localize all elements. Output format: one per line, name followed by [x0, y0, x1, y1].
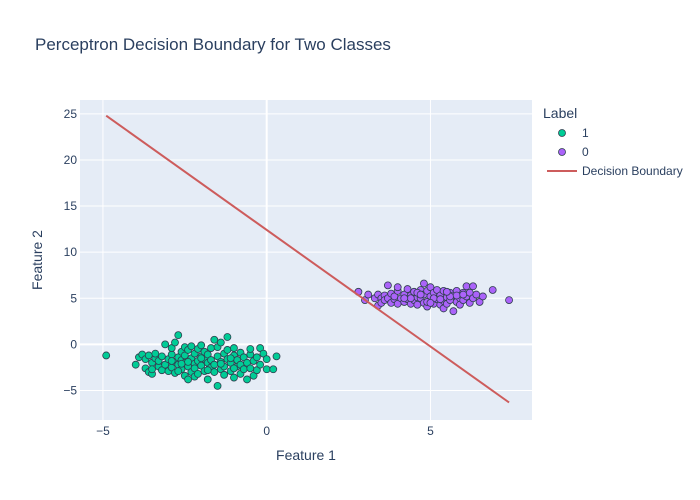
data-point[interactable]	[102, 351, 111, 360]
legend-item-decision-boundary[interactable]: Decision Boundary	[547, 164, 683, 178]
data-point[interactable]	[177, 359, 186, 368]
legend-swatch	[558, 148, 566, 156]
x-axis-ticks: −5 0 5	[96, 424, 434, 438]
data-point[interactable]	[203, 375, 212, 384]
data-point[interactable]	[148, 365, 156, 374]
data-point[interactable]	[469, 282, 477, 291]
data-point[interactable]	[213, 381, 222, 390]
data-point[interactable]	[184, 375, 192, 384]
y-tick-label: 0	[70, 337, 77, 351]
data-point[interactable]	[462, 282, 471, 291]
data-point[interactable]	[167, 357, 176, 365]
data-point[interactable]	[167, 350, 176, 359]
data-point[interactable]	[161, 340, 170, 349]
data-point[interactable]	[239, 365, 248, 374]
series-0	[354, 279, 513, 316]
data-point[interactable]	[203, 366, 212, 375]
y-axis-ticks: −5 0 5 10 15 20 25	[63, 107, 77, 398]
data-point[interactable]	[420, 279, 428, 288]
data-point[interactable]	[505, 296, 513, 305]
data-point[interactable]	[364, 290, 373, 299]
data-point[interactable]	[187, 342, 196, 351]
data-point[interactable]	[223, 333, 232, 341]
data-point[interactable]	[262, 355, 271, 364]
y-tick-label: 5	[70, 291, 77, 305]
data-point[interactable]	[171, 338, 179, 347]
plot-area[interactable]	[80, 100, 532, 420]
legend-title: Label	[543, 105, 577, 121]
y-axis-title: Feature 2	[29, 230, 45, 290]
series-1	[102, 331, 281, 390]
legend-item-0[interactable]: 0	[558, 145, 590, 159]
data-point[interactable]	[383, 281, 392, 290]
data-point[interactable]	[272, 352, 281, 361]
data-point[interactable]	[393, 283, 402, 292]
data-point[interactable]	[220, 370, 229, 379]
data-point[interactable]	[269, 365, 278, 374]
x-axis-title: Feature 1	[276, 447, 336, 463]
legend-label: Decision Boundary	[582, 164, 683, 178]
legend-label: 0	[582, 145, 589, 159]
data-point[interactable]	[131, 360, 140, 369]
data-point[interactable]	[400, 294, 409, 303]
data-point[interactable]	[174, 331, 183, 340]
data-point[interactable]	[197, 354, 206, 363]
data-point[interactable]	[459, 290, 468, 299]
data-point[interactable]	[210, 368, 219, 376]
decision-boundary-line	[105, 114, 510, 404]
data-point[interactable]	[210, 360, 219, 369]
data-point[interactable]	[262, 365, 271, 374]
data-point[interactable]	[452, 291, 461, 300]
series-decision-boundary	[105, 114, 510, 404]
data-point[interactable]	[194, 369, 202, 378]
y-tick-label: 25	[64, 107, 78, 121]
data-point[interactable]	[157, 352, 166, 361]
chart-title: Perceptron Decision Boundary for Two Cla…	[35, 35, 391, 54]
legend-item-1[interactable]: 1	[558, 126, 590, 140]
data-point[interactable]	[151, 349, 160, 358]
y-tick-label: 15	[64, 199, 78, 213]
data-point[interactable]	[406, 294, 415, 303]
data-point[interactable]	[243, 375, 251, 384]
data-point[interactable]	[252, 353, 261, 362]
legend-items: 1 0 Decision Boundary	[547, 126, 683, 178]
legend-swatch	[558, 129, 566, 137]
data-point[interactable]	[413, 300, 422, 309]
data-point[interactable]	[246, 345, 255, 353]
data-point[interactable]	[416, 290, 425, 299]
data-point[interactable]	[246, 364, 255, 373]
data-point[interactable]	[144, 351, 153, 360]
x-tick-label: −5	[96, 424, 110, 438]
data-point[interactable]	[184, 358, 192, 366]
data-point[interactable]	[442, 287, 451, 296]
data-point[interactable]	[449, 307, 458, 316]
data-point[interactable]	[256, 360, 265, 369]
data-point[interactable]	[472, 290, 481, 299]
data-point[interactable]	[223, 346, 232, 354]
data-point[interactable]	[216, 359, 225, 368]
data-point[interactable]	[488, 286, 497, 294]
data-point[interactable]	[426, 298, 435, 307]
data-point[interactable]	[226, 354, 235, 363]
legend-label: 1	[582, 126, 589, 140]
data-point[interactable]	[174, 367, 183, 376]
x-tick-label: 0	[263, 424, 270, 438]
data-point[interactable]	[230, 344, 238, 352]
data-point[interactable]	[216, 338, 225, 347]
data-point[interactable]	[403, 285, 412, 293]
y-tick-label: −5	[63, 383, 77, 397]
x-tick-label: 5	[427, 424, 434, 438]
data-point[interactable]	[197, 341, 206, 350]
legend: Label 1 0 Decision Boundary	[543, 105, 683, 178]
data-point[interactable]	[436, 295, 445, 304]
data-point[interactable]	[230, 364, 238, 373]
data-point[interactable]	[230, 373, 238, 382]
data-point[interactable]	[210, 335, 219, 344]
y-tick-label: 20	[64, 153, 78, 167]
y-tick-label: 10	[64, 245, 78, 259]
data-point[interactable]	[478, 292, 487, 301]
data-point[interactable]	[207, 344, 215, 352]
